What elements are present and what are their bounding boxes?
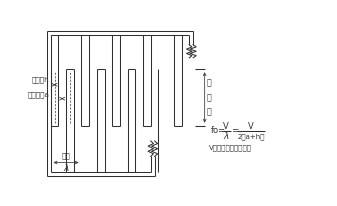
Text: V: V bbox=[223, 122, 229, 131]
Text: V：表面波の伝搬速度: V：表面波の伝搬速度 bbox=[209, 145, 252, 151]
Text: λ: λ bbox=[223, 132, 229, 141]
Text: λ: λ bbox=[63, 164, 69, 173]
Text: 電極幅h: 電極幅h bbox=[31, 76, 49, 83]
Text: =: = bbox=[231, 126, 239, 136]
Text: 2（a+h）: 2（a+h） bbox=[237, 133, 265, 140]
Text: 電極空隙a: 電極空隙a bbox=[27, 91, 49, 98]
Text: 交
叉
幅: 交 叉 幅 bbox=[207, 78, 212, 117]
Text: fo=: fo= bbox=[211, 126, 226, 136]
Text: V: V bbox=[248, 122, 254, 131]
Text: 波長: 波長 bbox=[62, 152, 70, 159]
